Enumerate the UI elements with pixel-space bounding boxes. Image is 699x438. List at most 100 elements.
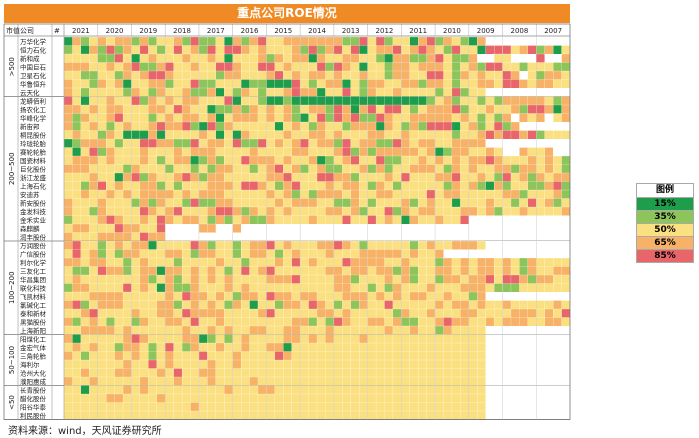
heat-cell [257,130,267,140]
heat-cell [274,342,284,352]
heat-cell [325,206,335,216]
heat-cell [510,402,520,412]
heat-cell [148,385,158,395]
heat-cell [502,104,512,114]
heat-cell [240,181,250,191]
heat-cell [224,402,233,412]
heat-cell [510,189,520,199]
heat-cell [502,394,512,403]
heat-cell [283,147,293,157]
heat-cell [89,87,99,97]
heat-cell [114,104,124,114]
heat-cell [106,104,115,114]
heat-cell [72,342,82,352]
heat-cell [392,87,402,97]
heat-cell [106,257,115,267]
heat-cell [165,45,174,55]
heat-cell [257,155,267,165]
heat-cell [232,266,242,276]
heat-cell [527,343,537,352]
heat-cell [426,147,436,157]
company-label-1-16: 润丰股份 [20,233,47,242]
heat-cell [333,266,343,276]
heat-cell [409,402,419,412]
heat-cell [198,104,208,114]
year-label-2008: 2008 [510,27,528,35]
heat-cell [342,368,352,378]
heat-cell [97,300,107,310]
heat-cell [97,181,107,191]
heat-cell [468,266,478,276]
heat-cell [249,53,259,63]
heat-cell [80,96,90,106]
heat-cell [114,410,124,420]
heat-cell [224,257,233,267]
heat-cell [485,351,495,361]
heat-cell [342,325,352,335]
heat-cell [165,308,174,318]
heat-cell [72,206,82,216]
heat-cell [316,53,326,63]
heat-cell [232,53,242,63]
heat-cell [240,402,250,412]
heat-cell [249,206,259,216]
heat-cell [384,45,394,55]
heat-cell [519,189,529,199]
year-label-2014: 2014 [308,27,326,35]
heat-cell [283,342,293,352]
heat-cell [291,104,301,114]
heat-cell [536,37,545,46]
heat-cell [257,249,267,259]
heat-cell [300,325,309,335]
heat-cell [148,45,158,55]
group-label-2: 100~200 [8,271,16,304]
heat-cell [232,96,242,106]
heat-cell [536,172,546,182]
heat-cell [375,45,385,55]
heat-cell [114,291,124,301]
heat-cell [148,138,158,148]
heat-cell [291,410,301,420]
heat-cell [215,368,225,378]
heat-cell [300,189,309,199]
heat-cell [384,368,394,378]
heat-cell [122,164,132,174]
heat-cell [266,283,276,293]
heat-cell [97,402,107,412]
heat-cell [232,249,242,259]
heat-cell [451,274,461,284]
heat-cell [325,181,335,191]
heat-cell [333,351,343,361]
heat-cell [106,308,115,318]
heat-cell [274,410,284,420]
heat-cell [106,351,115,361]
heat-cell [316,96,326,106]
heat-cell [215,351,225,361]
heat-cell [477,266,486,276]
heat-cell [477,224,486,233]
heat-cell [325,385,335,395]
heat-cell [249,300,259,310]
heat-cell [384,155,394,165]
heat-cell [527,189,537,199]
heat-cell [485,45,495,55]
heat-cell [316,130,326,140]
heat-cell [122,198,132,208]
heat-cell [536,343,545,352]
heat-cell [451,317,461,327]
heat-cell [283,402,293,412]
heat-cell [375,164,385,174]
heat-cell [443,121,453,131]
heat-cell [342,224,351,233]
heat-cell [527,368,537,378]
heat-cell [342,291,352,301]
heat-cell [139,402,149,412]
heat-cell [359,334,368,344]
heat-cell [561,104,571,114]
heat-cell [418,342,427,352]
heat-cell [291,138,301,148]
heat-cell [401,172,411,182]
heat-cell [434,113,444,123]
heat-cell [308,87,318,97]
